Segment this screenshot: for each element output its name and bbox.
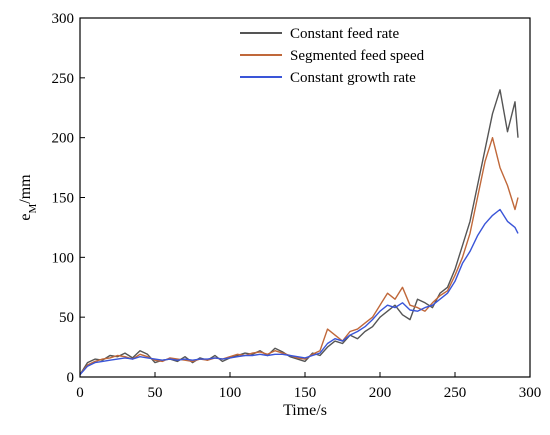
y-tick-label: 300 [52,11,75,27]
y-axis-label-suffix: /mm [17,174,34,204]
series-layer [79,89,519,376]
y-axis-label: eM/mm [17,174,39,221]
legend: Constant feed rate Segmented feed speed Co… [240,26,425,86]
x-tick-label: 200 [369,385,392,401]
legend-label-3: Constant growth rate [290,70,416,86]
y-axis-label-subscript: M [27,204,39,214]
legend-label-1: Constant feed rate [290,26,399,42]
y-tick-label: 200 [52,131,75,147]
x-tick-label: 300 [519,385,542,401]
y-tick-label: 250 [52,71,75,87]
series-line-2 [79,136,519,376]
x-tick-label: 100 [219,385,242,401]
series-line-1 [79,89,519,375]
x-tick-label: 50 [148,385,163,401]
y-tick-label: 100 [52,250,75,266]
legend-label-2: Segmented feed speed [290,48,425,64]
x-tick-label: 150 [294,385,317,401]
y-tick-label: 0 [67,370,75,386]
x-tick-label: 0 [76,385,84,401]
series-line-3 [79,208,519,376]
y-axis-label-main: e [17,214,34,221]
axis-ticks: 0 50 100 150 200 250 300 0 50 100 150 200 250 300 [52,11,542,401]
x-axis-label: Time/s [283,402,327,419]
y-tick-label: 50 [59,310,74,326]
y-tick-label: 150 [52,191,75,207]
x-tick-label: 250 [444,385,467,401]
